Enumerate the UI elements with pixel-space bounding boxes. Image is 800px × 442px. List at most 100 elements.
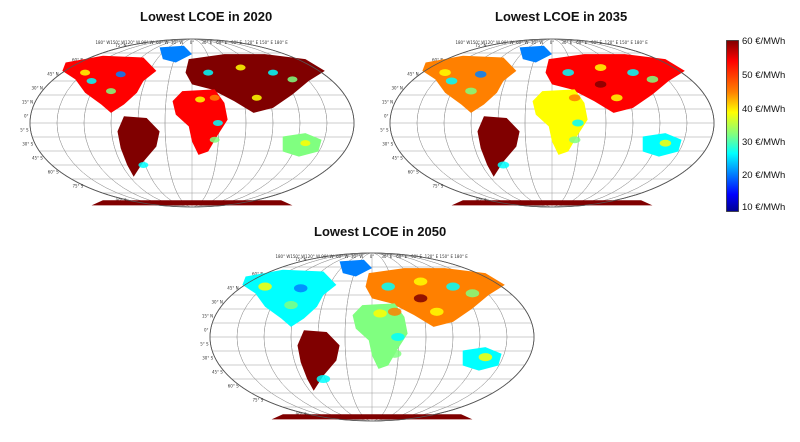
continent-eurasia [185, 54, 325, 113]
latitude-tick: 0° [384, 113, 389, 118]
continent-south-america [477, 116, 520, 177]
panel-title-2020: Lowest LCOE in 2020 [140, 9, 273, 24]
lcoe-region [568, 94, 581, 102]
lcoe-region [209, 94, 220, 101]
lcoe-region [594, 80, 607, 88]
latitude-tick: 45° S [32, 156, 43, 161]
continent-south-america [117, 116, 160, 177]
longitude-tick: 150° E [620, 40, 634, 45]
longitude-tick: 180° W [455, 40, 470, 45]
lcoe-region [80, 69, 91, 76]
continent-antarctica [91, 200, 293, 206]
longitude-tick: 30° E [381, 254, 392, 259]
lcoe-region [115, 71, 126, 78]
longitude-tick: 60° E [576, 40, 587, 45]
longitude-tick: 150° W [110, 40, 125, 45]
longitude-tick: 120° W [125, 40, 140, 45]
colorbar-label-60: 60 €/MWh [742, 36, 786, 47]
latitude-tick: 15° N [22, 99, 33, 104]
latitude-tick: 60° N [432, 57, 443, 62]
longitude-tick: 60° W [156, 40, 168, 45]
latitude-tick: 30° N [31, 85, 42, 90]
latitude-tick: 15° S [380, 128, 389, 133]
longitude-tick: 180° W [275, 254, 290, 259]
latitude-tick: 30° N [211, 299, 222, 304]
continent-antarctica [271, 414, 473, 420]
colorbar-label-40: 40 €/MWh [742, 104, 786, 115]
longitude-tick: 120° W [305, 254, 320, 259]
lcoe-region [568, 136, 581, 144]
longitude-tick: 30° W [351, 254, 363, 259]
lcoe-region [212, 120, 223, 126]
longitude-tick: 120° E [245, 40, 259, 45]
longitude-tick: 150° E [440, 254, 454, 259]
lcoe-region [611, 94, 623, 102]
lcoe-region [465, 87, 477, 95]
lcoe-region [562, 69, 574, 77]
longitude-tick: 60° E [216, 40, 227, 45]
latitude-tick: 60° N [72, 57, 83, 62]
lcoe-region [439, 69, 451, 77]
longitude-tick: 150° W [290, 254, 305, 259]
latitude-tick: 0° [24, 113, 29, 118]
longitude-tick: 120° W [485, 40, 500, 45]
lcoe-region [235, 64, 246, 71]
longitude-tick: 180° E [634, 40, 648, 45]
longitude-tick: 30° E [561, 40, 572, 45]
lcoe-region [430, 307, 444, 316]
lcoe-region [251, 94, 262, 101]
latitude-tick: 60° N [252, 271, 263, 276]
latitude-tick: 60° S [48, 170, 59, 175]
lcoe-region [300, 140, 311, 147]
latitude-tick: 45° S [212, 370, 223, 375]
lcoe-region [646, 75, 659, 83]
lcoe-region [287, 76, 298, 83]
latitude-tick: 60° S [408, 170, 419, 175]
latitude-tick: 75° S [432, 184, 443, 189]
continent-eurasia [365, 268, 505, 327]
longitude-tick: 180° E [274, 40, 288, 45]
lcoe-region [381, 282, 395, 291]
longitude-tick: 0° [190, 40, 195, 45]
lcoe-region [413, 294, 428, 303]
lcoe-region [659, 139, 672, 147]
panel-title-2035: Lowest LCOE in 2035 [495, 9, 628, 24]
lcoe-region [293, 284, 308, 293]
lcoe-region [474, 70, 487, 78]
latitude-tick: 45° N [47, 71, 58, 76]
lcoe-region [203, 69, 214, 76]
lcoe-region [465, 289, 480, 298]
longitude-tick: 60° W [336, 254, 348, 259]
lcoe-region [387, 349, 402, 358]
longitude-tick: 180° E [454, 254, 468, 259]
longitude-tick: 120° E [605, 40, 619, 45]
colorbar-label-30: 30 €/MWh [742, 137, 786, 148]
world-map-2050: 180° W 150° W 120° W 90° W 60° W 30° W 0° 30° E… [200, 252, 535, 422]
world-map-2035: 180° W 150° W 120° W 90° W 60° W 30° W 0° 30° E… [380, 38, 715, 208]
lcoe-region [106, 88, 116, 95]
lcoe-region [445, 77, 458, 85]
lcoe-region [195, 96, 206, 103]
latitude-tick: 30° S [22, 142, 33, 147]
lcoe-region [594, 64, 607, 72]
continent-eurasia [545, 54, 685, 113]
world-map-2020: 180° W 150° W 120° W 90° W 60° W 30° W 0° 30° E… [20, 38, 355, 208]
panel-title-2050: Lowest LCOE in 2050 [314, 224, 447, 239]
latitude-tick: 15° S [200, 342, 209, 347]
longitude-tick: 60° W [516, 40, 528, 45]
lcoe-region [264, 290, 279, 300]
lcoe-region [497, 161, 510, 169]
lcoe-region [554, 96, 566, 103]
lcoe-region [387, 307, 402, 316]
longitude-tick: 150° E [260, 40, 274, 45]
colorbar-label-20: 20 €/MWh [742, 170, 786, 181]
latitude-tick: 30° S [202, 356, 213, 361]
latitude-tick: 15° N [382, 99, 393, 104]
latitude-tick: 60° S [228, 384, 239, 389]
latitude-tick: 30° S [382, 142, 393, 147]
longitude-tick: 30° W [531, 40, 543, 45]
lcoe-region [138, 162, 149, 168]
lcoe-region [373, 309, 387, 318]
lcoe-region [268, 69, 278, 76]
lcoe-region [572, 119, 584, 127]
